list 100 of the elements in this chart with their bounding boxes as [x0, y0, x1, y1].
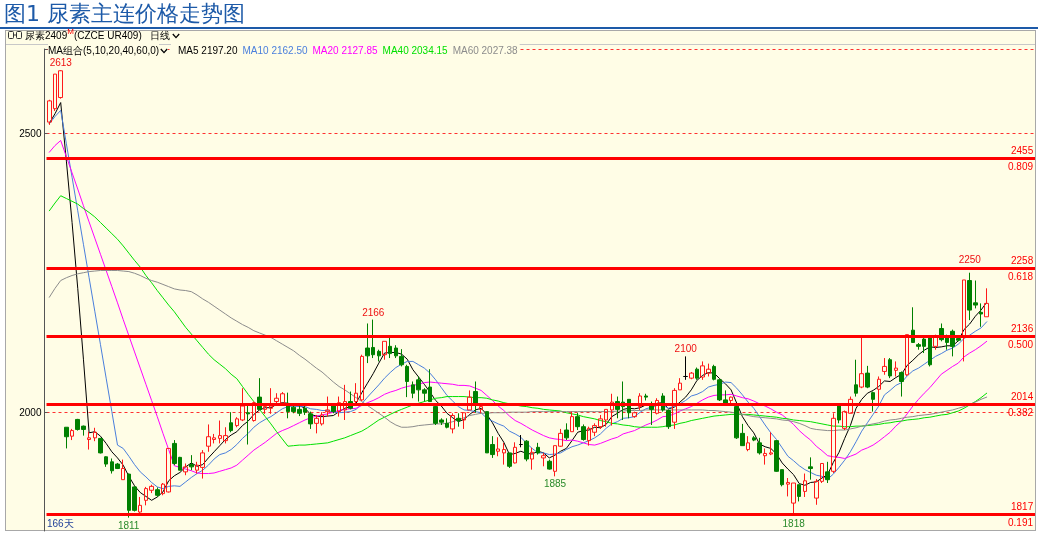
candlestick: [610, 393, 614, 427]
annotation: 166天: [47, 517, 74, 530]
ref-line-label: 2014: [1011, 390, 1034, 404]
candlestick: [570, 411, 574, 433]
ref-line-label: 2258: [1011, 254, 1034, 268]
text: 尿素2409$^{M}$(CZCE UR409): [25, 27, 142, 42]
candlestick: [405, 364, 409, 398]
candlestick: [803, 473, 807, 498]
candlestick: [928, 335, 932, 367]
candlestick: [905, 334, 909, 377]
candlestick: [689, 371, 694, 380]
annotation: 0.500: [1008, 338, 1034, 352]
text: MA40 2034.15: [382, 44, 449, 56]
annotation: 1818: [782, 516, 805, 530]
candlestick: [496, 436, 500, 457]
candlestick: [343, 384, 347, 421]
candlestick: [894, 360, 898, 377]
ref-line-label: 1817: [1011, 500, 1034, 514]
candlestick: [541, 452, 546, 467]
candlestick: [564, 422, 569, 441]
candlestick: [354, 382, 358, 404]
annotation: 2250: [958, 252, 981, 266]
candlestick: [269, 387, 273, 415]
candlestick: [547, 459, 552, 471]
ref-line-label: 2455: [1011, 144, 1034, 158]
annotation: MA组合(5,10,20,40,60,0): [48, 44, 160, 57]
candlestick: [746, 435, 750, 452]
candlestick: [825, 461, 830, 484]
candlestick: [865, 365, 870, 389]
candlestick: [325, 396, 330, 418]
candlestick: [519, 434, 523, 448]
candlestick: [263, 404, 267, 415]
y-tick-label: 2000: [19, 406, 42, 418]
candlestick: [229, 411, 233, 433]
annotation: 1811: [117, 518, 140, 532]
candlestick: [450, 412, 455, 434]
annotation: 1885: [543, 477, 567, 491]
annotation: 2613: [49, 56, 72, 70]
candlestick: [644, 393, 648, 401]
text: MA10 2162.50: [242, 44, 308, 56]
candlestick: [394, 344, 398, 359]
candlestick: [524, 439, 529, 462]
candlestick: [729, 396, 733, 404]
candlestick: [138, 496, 142, 516]
text: MA60 2027.38: [452, 44, 519, 56]
candlestick: [962, 279, 966, 362]
candlestick: [882, 357, 887, 376]
text: 日线: [150, 29, 170, 42]
candlestick: [104, 455, 108, 468]
candlestick: [769, 431, 773, 456]
candlestick: [513, 441, 517, 464]
candlestick: [536, 442, 540, 456]
candlestick: [70, 428, 74, 441]
candlestick: [87, 431, 91, 451]
candlestick: [859, 336, 864, 389]
y-tick-label: 2500: [19, 127, 42, 139]
candlestick: [899, 370, 904, 398]
annotation: 0.618: [1008, 270, 1034, 284]
candlestick: [695, 367, 699, 381]
candlestick: [655, 397, 659, 415]
candlestick: [360, 354, 364, 402]
candlestick: [189, 454, 194, 471]
candlestick: [445, 417, 449, 429]
candlestick: [632, 411, 637, 419]
candlestick: [155, 486, 160, 498]
candlestick: [507, 452, 512, 469]
candlestick: [877, 375, 881, 404]
candlestick: [757, 437, 762, 456]
line-series: [48, 269, 988, 432]
candlestick: [337, 396, 341, 418]
candlestick: [797, 484, 801, 502]
candlestick: [530, 447, 534, 471]
chart-title: 图1 尿素主连价格走势图: [4, 1, 245, 26]
candlestick: [638, 392, 642, 411]
candlestick: [467, 389, 472, 411]
candlestick: [377, 349, 381, 362]
text: MA20 2127.85: [312, 44, 379, 56]
candlestick: [979, 302, 983, 328]
candlestick: [831, 412, 836, 474]
candlestick: [837, 404, 841, 424]
candlestick: [888, 357, 892, 379]
candlestick: [308, 411, 313, 430]
candlestick: [252, 401, 256, 423]
candlestick: [683, 355, 688, 381]
candlestick: [984, 287, 989, 318]
candlestick: [456, 412, 461, 428]
annotation: 2100: [674, 342, 697, 356]
candlestick: [121, 459, 125, 481]
candlestick: [752, 435, 756, 442]
candlestick: [473, 380, 478, 414]
candlestick: [808, 456, 813, 481]
legend-label: MA5 2197.20: [178, 44, 238, 56]
annotation: 0.191: [1008, 516, 1034, 530]
ref-line-label: 2136: [1011, 322, 1034, 336]
line-series: [48, 195, 988, 447]
candlestick: [854, 359, 858, 398]
candlestick: [183, 463, 188, 476]
candlestick: [763, 447, 767, 466]
annotation: 2166: [362, 305, 385, 319]
candlestick: [64, 426, 69, 449]
